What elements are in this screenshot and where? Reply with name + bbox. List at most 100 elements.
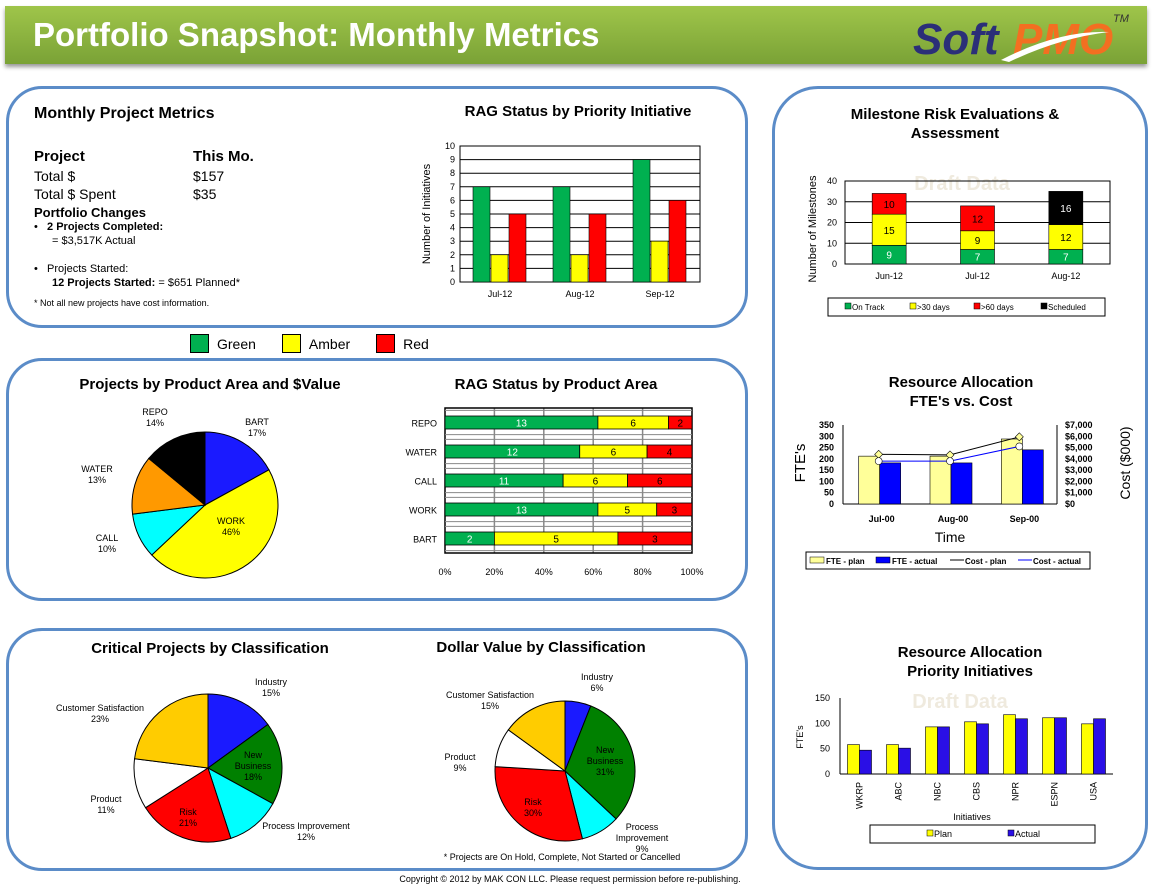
data-label: 15 <box>884 226 896 237</box>
y-tick-label: 0 <box>829 499 834 509</box>
pie-percent: 15% <box>262 688 280 698</box>
started-detail-line: 12 Projects Started: = $651 Planned* <box>52 277 240 289</box>
pie-label: New <box>244 750 263 760</box>
pie-slice-water <box>131 457 207 515</box>
y-tick-label: 100 <box>815 718 830 728</box>
y-tick-label: 7 <box>450 182 455 192</box>
data-label: 7 <box>1063 253 1069 264</box>
pie-slice-new-business <box>207 723 283 805</box>
legend-box <box>805 551 1091 570</box>
bar-amber <box>570 254 589 283</box>
legend-swatch <box>909 302 917 310</box>
bar-amber <box>650 240 669 283</box>
x-axis-label: Time <box>935 529 966 545</box>
metrics-footnote: * Not all new projects have cost informa… <box>34 298 210 308</box>
bar-actual <box>937 726 950 775</box>
data-label: 5 <box>553 535 559 546</box>
bar-plan <box>847 744 860 775</box>
svg-text:Soft: Soft <box>913 15 1001 64</box>
started-detail: = $651 Planned* <box>158 277 241 289</box>
data-label: 5 <box>625 506 631 517</box>
y-tick-label: 2 <box>450 250 455 260</box>
y-tick-label: 6 <box>450 195 455 205</box>
data-label: 4 <box>667 448 673 459</box>
y-axis-label: Number of Initiatives <box>421 163 433 264</box>
pie-label: Business <box>235 761 272 771</box>
bar-green <box>552 186 571 283</box>
completed-detail: = $3,517K Actual <box>52 235 136 247</box>
metric-value: $35 <box>193 186 217 202</box>
data-label: 6 <box>593 477 599 488</box>
bar-red <box>588 213 607 283</box>
bar-red <box>668 200 687 283</box>
y-tick-label: BART <box>413 535 437 545</box>
x-tick-label: Jul-12 <box>488 289 513 299</box>
y-tick-label: 0 <box>832 259 837 269</box>
pie-percent: 31% <box>596 767 614 777</box>
chart-title: Resource Allocation <box>889 374 1033 391</box>
pie-label: WATER <box>81 464 113 474</box>
bar-segment <box>1048 191 1084 225</box>
pie-slice-customer-satisfaction <box>134 693 209 769</box>
pie-label: New <box>596 745 615 755</box>
bar-fte-actual <box>950 462 973 505</box>
y-tick-label: 10 <box>445 141 455 151</box>
bar-actual <box>1093 718 1106 775</box>
pie-slice-customer-satisfaction <box>507 700 566 772</box>
legend-label: On Track <box>852 303 885 312</box>
legend-label: Green <box>217 335 256 352</box>
legend-label: >30 days <box>917 303 950 312</box>
bar-segment <box>871 213 907 246</box>
legend-swatch-red <box>376 334 396 353</box>
pie-slice-risk <box>494 766 584 842</box>
bar-red <box>617 531 693 546</box>
pie-percent: 18% <box>244 772 262 782</box>
legend-label: >60 days <box>981 303 1014 312</box>
y-tick-label: 0 <box>450 277 455 287</box>
data-label: 12 <box>507 448 519 459</box>
y-tick-label: 0 <box>825 769 830 779</box>
y-tick-label: 100 <box>819 476 834 486</box>
col-this-month: This Mo. <box>193 148 254 165</box>
pie-slice-new-business <box>564 705 636 820</box>
y-tick-label: 4 <box>450 223 455 233</box>
legend-box <box>869 824 1096 844</box>
pie-label: Process <box>626 822 659 832</box>
x-tick-label: Sep-00 <box>1010 514 1040 524</box>
data-label: 9 <box>886 251 892 262</box>
bar-green <box>472 186 491 283</box>
pie-label: Industry <box>255 677 288 687</box>
x-tick-label: Jun-12 <box>875 271 903 281</box>
pie-slice-risk <box>144 767 232 843</box>
x-tick-label: Aug-12 <box>1051 271 1080 281</box>
bar-green <box>632 159 651 283</box>
marker <box>1015 442 1024 451</box>
bar-plan <box>964 721 977 775</box>
pie-label: WORK <box>217 516 245 526</box>
pie-slice-bart <box>204 431 270 506</box>
x-tick-label: NPR <box>1011 782 1021 802</box>
pie-label: Risk <box>524 797 542 807</box>
y-tick-label: REPO <box>411 419 437 429</box>
y2-axis-label: Cost ($000) <box>1117 426 1133 499</box>
y-tick-label: 200 <box>819 454 834 464</box>
completed-item: • 2 Projects Completed: <box>34 221 164 233</box>
legend-label: Scheduled <box>1048 303 1086 312</box>
pie-slice-repo <box>148 431 206 507</box>
x-axis-label: Initiatives <box>953 812 991 822</box>
x-tick-label: ESPN <box>1050 782 1060 807</box>
pie-percent: 14% <box>146 418 164 428</box>
legend-label: Actual <box>1015 829 1040 839</box>
y2-tick-label: $0 <box>1065 499 1075 509</box>
pie-percent: 30% <box>524 808 542 818</box>
x-tick-label: NBC <box>933 782 943 802</box>
chart-title: Resource Allocation <box>898 644 1042 661</box>
bar-red <box>646 444 693 459</box>
data-label: 10 <box>884 200 896 211</box>
x-tick-label: USA <box>1089 782 1099 801</box>
y-tick-label: 300 <box>819 431 834 441</box>
legend-swatch-green <box>190 334 209 353</box>
bar-plan <box>1003 714 1016 775</box>
chart-title: FTE's vs. Cost <box>910 393 1013 410</box>
bar-actual <box>1015 718 1028 775</box>
